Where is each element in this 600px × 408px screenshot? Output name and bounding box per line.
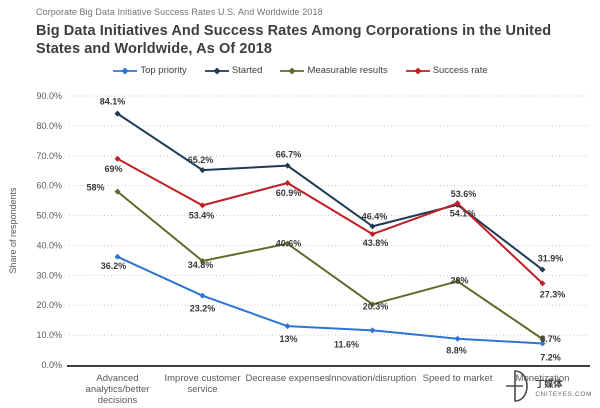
svg-text:20.0%: 20.0% bbox=[36, 300, 62, 310]
svg-text:20.3%: 20.3% bbox=[363, 301, 389, 311]
svg-text:53.4%: 53.4% bbox=[189, 210, 215, 220]
page-title: Big Data Initiatives And Success Rates A… bbox=[36, 23, 552, 57]
legend-item-started: Started bbox=[204, 65, 263, 76]
svg-text:66.7%: 66.7% bbox=[276, 150, 302, 160]
chart-legend: Top priority Started Measurable results Suc… bbox=[0, 65, 600, 76]
svg-text:Decrease expenses: Decrease expenses bbox=[246, 373, 330, 384]
svg-text:40.6%: 40.6% bbox=[276, 239, 302, 249]
svg-text:27.3%: 27.3% bbox=[540, 289, 566, 299]
svg-text:46.4%: 46.4% bbox=[362, 211, 388, 221]
legend-marker-icon bbox=[280, 67, 305, 74]
legend-label: Started bbox=[231, 65, 263, 76]
legend-item-success-rate: Success rate bbox=[405, 65, 488, 76]
watermark-site-text: CNITEYES.COM bbox=[535, 391, 592, 398]
legend-marker-icon bbox=[204, 67, 229, 74]
svg-text:60.9%: 60.9% bbox=[276, 188, 302, 198]
legend-label: Measurable results bbox=[307, 65, 388, 76]
svg-text:Share of respondents: Share of respondents bbox=[8, 187, 18, 274]
svg-text:13%: 13% bbox=[279, 334, 297, 344]
svg-text:84.1%: 84.1% bbox=[100, 97, 126, 107]
svg-text:30.0%: 30.0% bbox=[36, 270, 62, 280]
svg-text:34.8%: 34.8% bbox=[188, 260, 214, 270]
svg-text:8.7%: 8.7% bbox=[540, 334, 561, 344]
svg-text:Innovation/disruption: Innovation/disruption bbox=[329, 373, 417, 384]
svg-text:54.1%: 54.1% bbox=[450, 208, 476, 218]
svg-text:28%: 28% bbox=[450, 275, 468, 285]
svg-text:31.9%: 31.9% bbox=[538, 254, 564, 264]
svg-text:69%: 69% bbox=[104, 164, 122, 174]
chart-source-line: Corporate Big Data Initiative Success Ra… bbox=[36, 7, 323, 17]
svg-text:58%: 58% bbox=[86, 183, 104, 193]
legend-label: Top priority bbox=[140, 65, 187, 76]
svg-text:65.2%: 65.2% bbox=[188, 155, 214, 165]
legend-label: Success rate bbox=[432, 65, 488, 76]
svg-text:7.2%: 7.2% bbox=[540, 352, 561, 362]
legend-item-measurable-results: Measurable results bbox=[279, 65, 388, 76]
svg-text:90.0%: 90.0% bbox=[36, 91, 62, 101]
svg-text:11.6%: 11.6% bbox=[334, 339, 359, 349]
svg-text:Speed to market: Speed to market bbox=[423, 373, 493, 384]
cniteyes-logo-icon bbox=[506, 370, 529, 402]
svg-text:Monetization: Monetization bbox=[516, 373, 570, 384]
legend-marker-icon bbox=[405, 67, 430, 74]
svg-text:70.0%: 70.0% bbox=[36, 151, 62, 161]
svg-text:0.0%: 0.0% bbox=[41, 360, 62, 370]
legend-marker-icon bbox=[113, 67, 138, 74]
svg-text:43.8%: 43.8% bbox=[363, 238, 389, 248]
svg-text:23.2%: 23.2% bbox=[190, 304, 216, 314]
svg-text:60.0%: 60.0% bbox=[36, 181, 62, 191]
svg-text:40.0%: 40.0% bbox=[36, 240, 62, 250]
svg-text:53.6%: 53.6% bbox=[451, 189, 477, 199]
watermark-cn-text: 丁媒体 bbox=[535, 379, 563, 389]
svg-text:36.2%: 36.2% bbox=[101, 261, 127, 271]
svg-text:50.0%: 50.0% bbox=[36, 211, 62, 221]
watermark-text: 丁媒体 CNITEYES.COM bbox=[535, 367, 592, 399]
svg-text:10.0%: 10.0% bbox=[36, 330, 62, 340]
svg-text:80.0%: 80.0% bbox=[36, 121, 62, 131]
svg-text:8.8%: 8.8% bbox=[446, 346, 467, 356]
legend-item-top-priority: Top priority bbox=[112, 65, 187, 76]
watermark: 丁媒体 CNITEYES.COM bbox=[505, 367, 592, 405]
